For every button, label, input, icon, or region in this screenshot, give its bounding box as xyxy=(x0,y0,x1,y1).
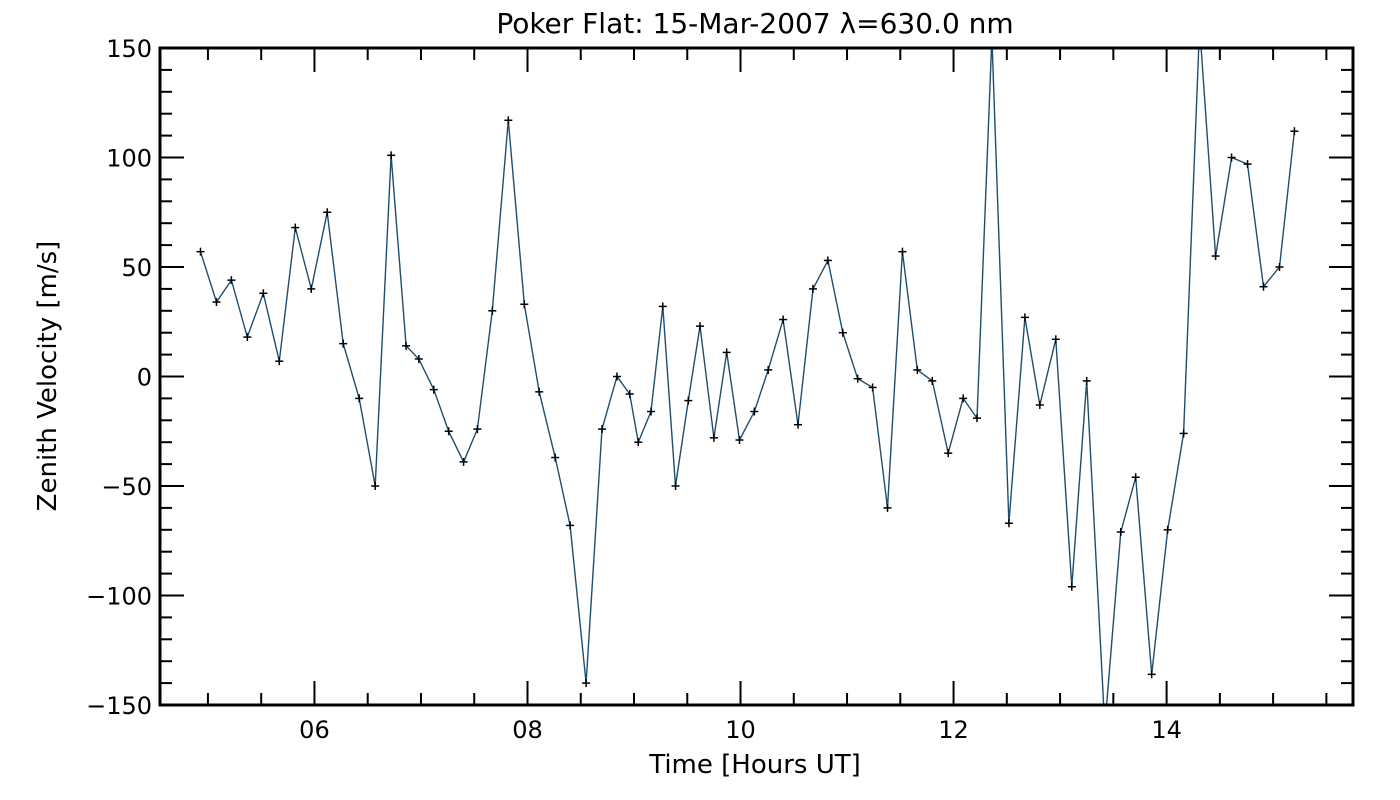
y-tick-label: 50 xyxy=(121,254,152,282)
data-point-marker xyxy=(853,374,862,383)
data-point-marker xyxy=(1163,525,1172,534)
data-point-marker xyxy=(959,394,968,403)
data-point-marker xyxy=(1020,313,1029,322)
data-point-marker xyxy=(1243,160,1252,169)
data-point-marker xyxy=(647,407,656,416)
data-point-marker xyxy=(1035,400,1044,409)
data-point-marker xyxy=(671,482,680,490)
data-point-marker xyxy=(1147,670,1156,679)
data-point-marker xyxy=(339,339,348,348)
data-point-marker xyxy=(402,341,411,350)
data-point-marker xyxy=(212,298,221,307)
data-point-marker xyxy=(1082,376,1091,385)
data-point-marker xyxy=(504,116,513,125)
data-point-marker xyxy=(634,438,643,447)
y-tick-label: 100 xyxy=(106,145,152,173)
data-point-marker xyxy=(1259,282,1268,291)
tick-labels: 06 08 10 12 14 −150 −100 −50 0 50 100 150 xyxy=(86,35,1182,744)
data-point-marker xyxy=(658,302,667,311)
data-point-marker xyxy=(1116,527,1125,536)
series-line xyxy=(199,48,1296,705)
data-point-marker xyxy=(429,385,438,394)
data-point-marker xyxy=(808,284,817,293)
data-point-marker xyxy=(551,453,560,462)
data-point-marker xyxy=(868,383,877,392)
data-point-marker xyxy=(612,372,621,381)
data-point-marker xyxy=(243,333,252,342)
data-point-marker xyxy=(1196,22,1204,30)
data-point-marker xyxy=(972,414,981,423)
data-point-marker xyxy=(1101,723,1109,731)
data-point-marker xyxy=(307,284,316,293)
data-point-marker xyxy=(387,151,396,160)
data-point-marker xyxy=(1290,127,1299,136)
data-point-marker xyxy=(794,420,803,429)
y-tick-label: −50 xyxy=(101,473,152,501)
data-point-marker xyxy=(566,521,575,530)
data-point-marker xyxy=(722,348,731,357)
y-axis-label: Zenith Velocity [m/s] xyxy=(33,241,63,512)
data-point-marker xyxy=(735,436,744,445)
data-point-marker xyxy=(696,322,705,331)
data-point-marker xyxy=(1004,519,1013,528)
data-point-marker xyxy=(944,449,953,458)
data-point-marker xyxy=(1227,153,1236,162)
data-point-marker xyxy=(898,247,907,256)
data-point-marker xyxy=(488,306,497,315)
data-point-marker xyxy=(928,376,937,385)
data-point-marker xyxy=(323,208,332,217)
data-point-marker xyxy=(520,300,529,309)
data-point-marker xyxy=(535,387,544,396)
x-tick-label: 10 xyxy=(725,716,756,744)
y-tick-label: 0 xyxy=(137,364,152,392)
data-point-marker xyxy=(684,396,693,405)
x-tick-label: 14 xyxy=(1151,716,1182,744)
data-point-marker xyxy=(414,354,423,363)
data-point-marker xyxy=(1211,252,1220,261)
x-tick-label: 08 xyxy=(512,716,543,744)
data-point-marker xyxy=(355,394,364,403)
x-tick-label: 12 xyxy=(938,716,969,744)
data-point-marker xyxy=(1067,582,1076,591)
data-point-marker xyxy=(838,328,847,337)
data-point-marker xyxy=(291,223,300,232)
data-point-marker xyxy=(275,357,284,366)
data-point-marker xyxy=(473,425,482,434)
data-point-marker xyxy=(913,365,922,374)
plot-frame xyxy=(158,46,1355,707)
data-point-marker xyxy=(750,407,759,416)
data-point-marker xyxy=(371,482,380,490)
data-point-marker xyxy=(598,425,607,434)
data-point-marker xyxy=(459,457,468,466)
data-point-marker xyxy=(1179,429,1188,438)
data-point-marker xyxy=(709,433,718,442)
y-tick-label: −150 xyxy=(86,692,152,720)
data-point-marker xyxy=(1131,473,1140,482)
y-tick-label: 150 xyxy=(106,35,152,63)
data-point-marker xyxy=(764,365,773,374)
y-tick-label: −100 xyxy=(86,583,152,611)
chart-title: Poker Flat: 15-Mar-2007 λ=630.0 nm xyxy=(496,7,1013,40)
data-series xyxy=(196,22,1299,731)
x-tick-label: 06 xyxy=(299,716,330,744)
data-point-marker xyxy=(625,390,634,399)
data-point-marker xyxy=(582,679,591,688)
axis-ticks xyxy=(160,47,1353,706)
data-point-marker xyxy=(259,289,268,298)
data-point-marker xyxy=(1051,335,1060,344)
x-axis-label: Time [Hours UT] xyxy=(648,750,861,780)
data-point-marker xyxy=(823,256,832,265)
data-point-marker xyxy=(444,427,453,436)
data-point-marker xyxy=(196,247,205,256)
data-point-marker xyxy=(227,276,236,285)
data-point-marker xyxy=(1275,263,1284,271)
data-point-marker xyxy=(883,503,892,512)
data-point-marker xyxy=(779,315,788,324)
